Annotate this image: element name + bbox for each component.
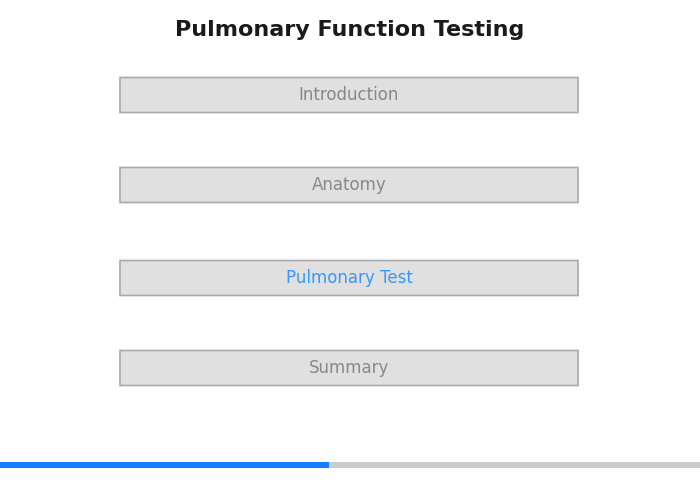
FancyBboxPatch shape: [120, 168, 578, 203]
FancyBboxPatch shape: [120, 77, 578, 112]
Text: Anatomy: Anatomy: [312, 176, 386, 194]
Text: Pulmonary Test: Pulmonary Test: [286, 269, 412, 287]
Text: Introduction: Introduction: [299, 86, 399, 104]
Text: Summary: Summary: [309, 359, 389, 377]
Bar: [0, 462, 329, 468]
FancyBboxPatch shape: [120, 261, 578, 296]
Text: Pulmonary Function Testing: Pulmonary Function Testing: [175, 20, 525, 40]
Bar: [0, 462, 700, 468]
FancyBboxPatch shape: [120, 350, 578, 385]
